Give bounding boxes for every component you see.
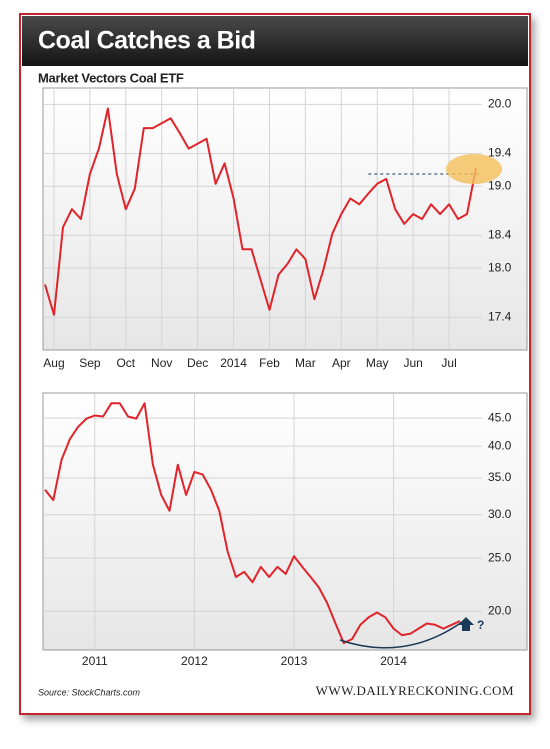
- up-arrow: [458, 617, 474, 631]
- y-tick-label: 17.4: [488, 309, 512, 323]
- header-bar: [22, 16, 528, 66]
- x-tick-label: Jun: [403, 356, 422, 370]
- x-tick-label: 2014: [380, 654, 407, 668]
- y-tick-label: 18.4: [488, 228, 512, 242]
- site: WWW.DAILYRECKONING.COM: [316, 683, 514, 698]
- x-tick-label: 2014: [220, 356, 247, 370]
- x-tick-label: Dec: [187, 356, 208, 370]
- highlight: [446, 154, 502, 184]
- y-tick-label: 18.0: [488, 260, 512, 274]
- annotation: ?: [477, 618, 484, 632]
- x-tick-label: Sep: [79, 356, 101, 370]
- page-title: Coal Catches a Bid: [38, 27, 255, 55]
- source: Source: StockCharts.com: [38, 687, 141, 697]
- x-tick-label: Aug: [43, 356, 64, 370]
- x-tick-label: Jul: [441, 356, 456, 370]
- charts: 20.0 19.4 19.0 18.4 18.0 17.4 Aug Sep Oct Nov Dec 2…: [43, 89, 512, 668]
- trend-curve: [339, 621, 463, 649]
- x-tick-label: Feb: [259, 356, 280, 370]
- price-line: [44, 402, 461, 645]
- y-tick-label: 20.0: [488, 603, 512, 617]
- x-tick-label: Mar: [295, 356, 316, 370]
- x-tick-label: 2012: [181, 654, 208, 668]
- plot-frame: [42, 392, 528, 651]
- y-tick-label: 40.0: [488, 438, 512, 452]
- price-line: [44, 107, 477, 316]
- plot-frame: [42, 87, 528, 351]
- x-tick-label: May: [366, 356, 389, 370]
- y-tick-label: 19.0: [488, 178, 512, 192]
- x-tick-label: 2013: [281, 654, 308, 668]
- y-tick-label: 20.0: [488, 97, 512, 111]
- y-tick-label: 35.0: [488, 470, 512, 484]
- x-tick-label: Nov: [151, 356, 172, 370]
- x-tick-label: 2011: [82, 654, 108, 668]
- y-tick-label: 25.0: [488, 550, 512, 564]
- y-tick-label: 30.0: [488, 507, 512, 521]
- x-tick-label: Oct: [116, 356, 135, 370]
- x-tick-label: Apr: [332, 356, 351, 370]
- y-tick-label: 45.0: [488, 410, 512, 424]
- y-tick-label: 19.4: [488, 146, 512, 160]
- chart-title: Market Vectors Coal ETF: [38, 70, 184, 85]
